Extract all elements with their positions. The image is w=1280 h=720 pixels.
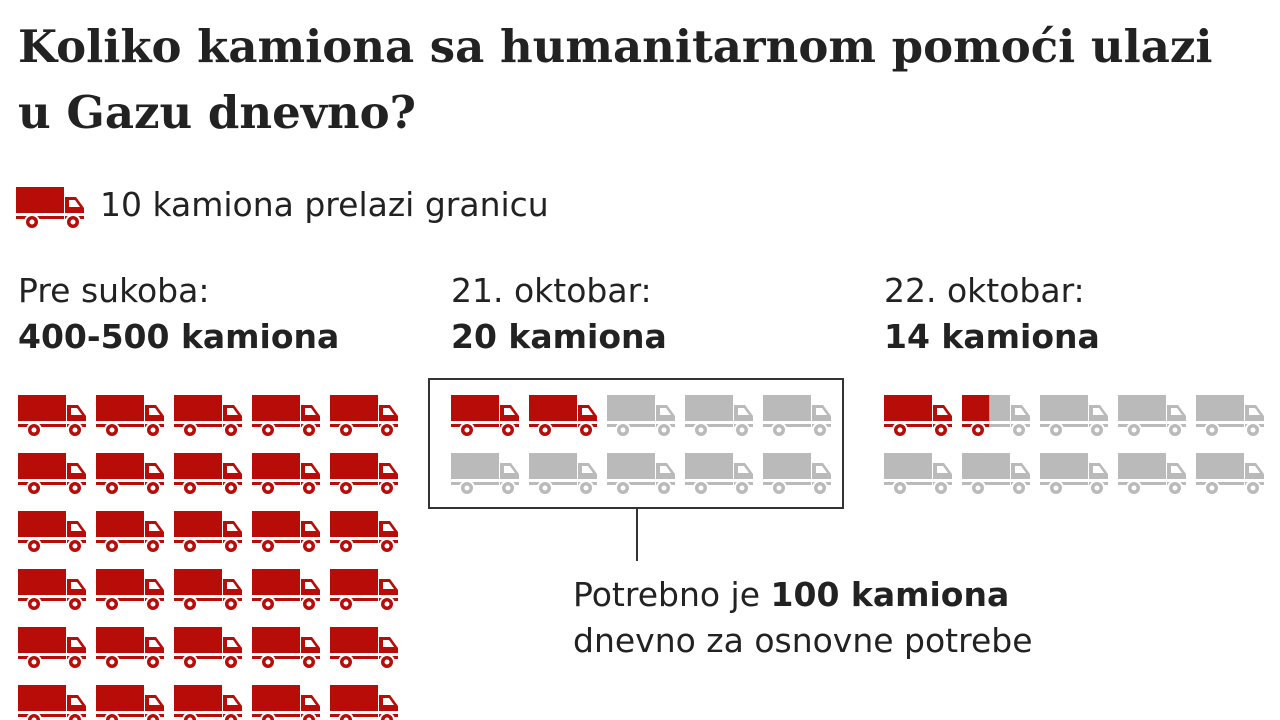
column-count: 14 kamiona xyxy=(884,317,1100,356)
truck-icon-empty xyxy=(884,453,952,496)
truck-icon-filled xyxy=(330,685,398,720)
truck-icon-filled xyxy=(18,569,86,612)
truck-icon-filled xyxy=(529,395,597,438)
truck-icon-empty xyxy=(685,453,753,496)
note-bold: 100 kamiona xyxy=(770,575,1010,614)
truck-icon-empty xyxy=(763,453,831,496)
truck-icon-empty xyxy=(1118,395,1186,438)
truck-icon-filled xyxy=(18,627,86,670)
truck-icon-filled xyxy=(18,511,86,554)
truck-icon-empty xyxy=(962,453,1030,496)
truck-icon-empty xyxy=(451,453,519,496)
annotation-connector-line xyxy=(636,509,638,561)
truck-icon-empty xyxy=(1040,395,1108,438)
note-prefix: Potrebno je xyxy=(573,575,761,614)
truck-icon-filled xyxy=(18,395,86,438)
column-header-before-conflict: Pre sukoba: 400-500 kamiona xyxy=(18,268,339,360)
chart-title: Koliko kamiona sa humanitarnom pomoći ul… xyxy=(18,20,1213,139)
truck-icon-filled xyxy=(252,627,320,670)
truck-icon-filled xyxy=(96,395,164,438)
note-line-2: dnevno za osnovne potrebe xyxy=(573,621,1033,660)
truck-icon-filled xyxy=(252,569,320,612)
truck-icon-filled xyxy=(18,453,86,496)
truck-icon-empty xyxy=(1196,453,1264,496)
column-date: 21. oktobar: xyxy=(451,271,652,310)
truck-icon-empty xyxy=(529,453,597,496)
truck-icon-filled xyxy=(884,395,952,438)
truck-icon-filled xyxy=(174,511,242,554)
truck-icon-filled xyxy=(96,569,164,612)
truck-icon-filled xyxy=(96,685,164,720)
truck-icon-filled xyxy=(252,511,320,554)
truck-icon-empty xyxy=(1118,453,1186,496)
truck-icon-filled xyxy=(330,569,398,612)
truck-icon-filled xyxy=(96,453,164,496)
note-line-1: Potrebno je 100 kamiona xyxy=(573,572,1033,618)
truck-icon-filled xyxy=(330,511,398,554)
truck-icon-empty xyxy=(763,395,831,438)
column-date: Pre sukoba: xyxy=(18,271,210,310)
truck-icon-filled xyxy=(174,453,242,496)
truck-icon-filled xyxy=(96,511,164,554)
column-date: 22. oktobar: xyxy=(884,271,1085,310)
column-header-oct-22: 22. oktobar: 14 kamiona xyxy=(884,268,1100,360)
truck-icon-partial xyxy=(962,395,1030,438)
truck-icon-empty xyxy=(1040,453,1108,496)
column-count: 20 kamiona xyxy=(451,317,667,356)
annotation-note: Potrebno je 100 kamiona dnevno za osnovn… xyxy=(573,572,1033,664)
truck-icon-filled xyxy=(330,627,398,670)
legend-label: 10 kamiona prelazi granicu xyxy=(100,185,549,224)
truck-icon-filled xyxy=(252,685,320,720)
truck-icon-filled xyxy=(252,453,320,496)
truck-icon-filled xyxy=(174,569,242,612)
truck-icon-filled xyxy=(330,395,398,438)
truck-icon-filled xyxy=(330,453,398,496)
truck-icon-empty xyxy=(607,453,675,496)
column-header-oct-21: 21. oktobar: 20 kamiona xyxy=(451,268,667,360)
truck-icon-filled xyxy=(451,395,519,438)
truck-icon-filled xyxy=(18,685,86,720)
truck-icon-empty xyxy=(607,395,675,438)
truck-icon-empty xyxy=(685,395,753,438)
truck-icon-filled xyxy=(252,395,320,438)
truck-icon-filled xyxy=(96,627,164,670)
truck-icon xyxy=(16,187,84,230)
column-count: 400-500 kamiona xyxy=(18,317,340,356)
truck-icon-filled xyxy=(174,627,242,670)
truck-icon-filled xyxy=(174,685,242,720)
truck-icon-filled xyxy=(174,395,242,438)
truck-icon-empty xyxy=(1196,395,1264,438)
oct-21-highlight-box xyxy=(428,378,844,509)
